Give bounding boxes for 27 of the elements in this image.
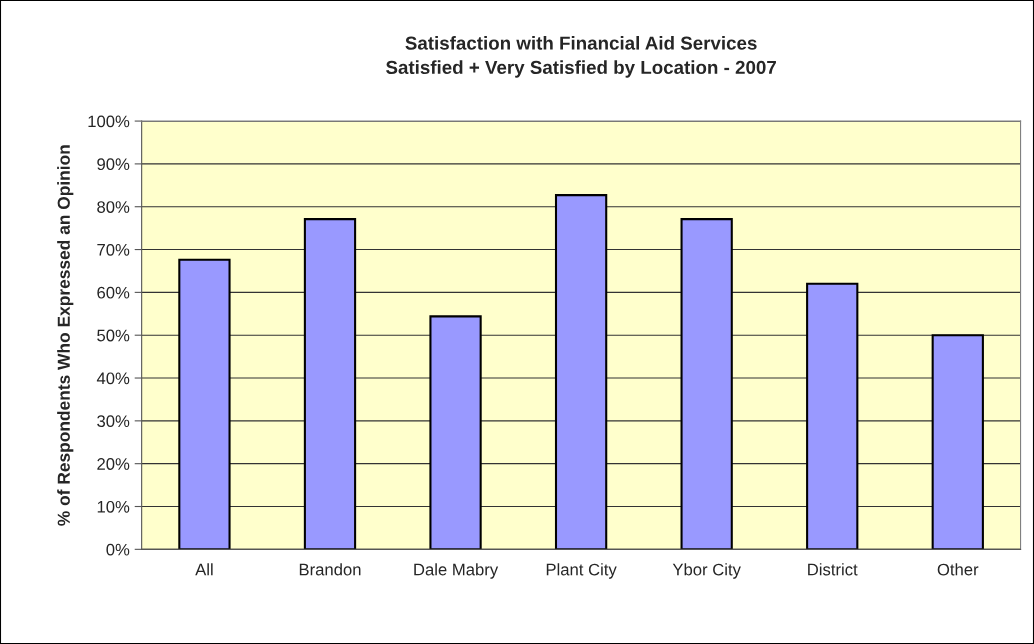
bar <box>429 315 482 550</box>
y-tick-label: 80% <box>97 201 130 213</box>
bar <box>178 258 231 550</box>
y-tick-label: 100% <box>88 115 130 128</box>
y-tick-label: 30% <box>97 415 130 428</box>
x-tick-label: Brandon <box>299 563 361 576</box>
y-tick-label: 40% <box>96 372 130 385</box>
y-tick-label: 50% <box>97 329 130 342</box>
x-tick-label: All <box>195 563 213 576</box>
x-tick-label: Dale Mabry <box>414 563 499 579</box>
bar <box>303 218 357 550</box>
chart-title: Satisfaction with Financial Aid Services Satisfied + Very Satisfied by Location - 2007 <box>386 35 776 78</box>
x-tick-label: District <box>808 563 858 576</box>
y-tick-label: 20% <box>97 458 130 470</box>
bar <box>554 194 608 550</box>
y-tick-label: 0% <box>106 543 130 556</box>
bar <box>806 282 859 550</box>
x-tick-label: Other <box>937 563 979 576</box>
x-tick-label: Plant City <box>546 563 617 579</box>
y-tick-label: 90% <box>97 158 130 171</box>
y-tick-label: 70% <box>97 243 130 256</box>
y-axis-title: % of Respondents Who Expressed an Opinion <box>57 145 74 526</box>
y-tick-label: 10% <box>97 500 130 513</box>
x-tick-label: Ybor City <box>672 563 741 579</box>
y-tick-label: 60% <box>97 286 130 299</box>
bar <box>931 334 984 550</box>
bar <box>680 218 733 550</box>
